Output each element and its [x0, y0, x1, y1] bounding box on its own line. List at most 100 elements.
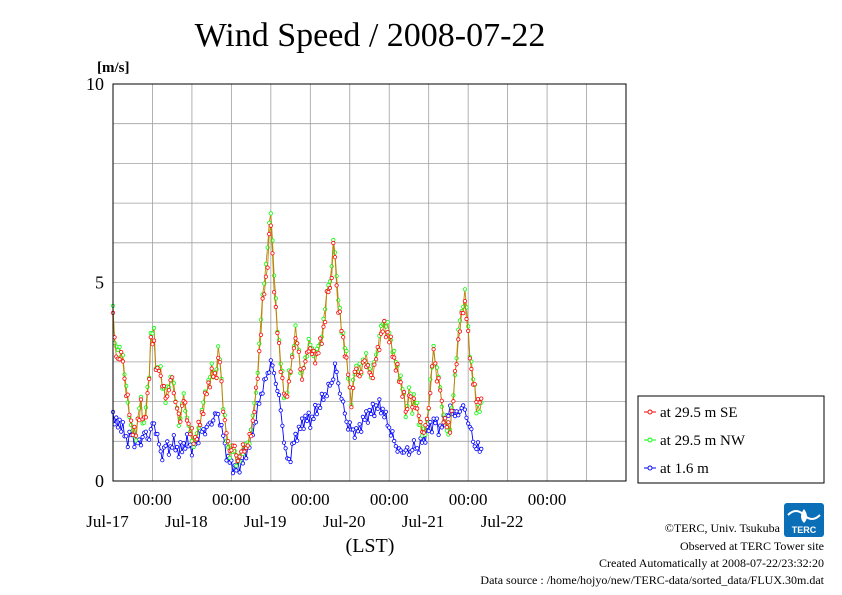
- x-tick-time-label: 00:00: [370, 490, 409, 509]
- data-point: [392, 438, 397, 444]
- data-point: [387, 340, 392, 345]
- data-point: [237, 454, 242, 459]
- data-point: [401, 389, 407, 395]
- data-point: [345, 427, 351, 432]
- data-point: [145, 391, 150, 396]
- data-point: [415, 406, 420, 411]
- data-point: [433, 361, 438, 366]
- data-point: [454, 362, 459, 367]
- data-point: [293, 323, 298, 328]
- data-point: [125, 444, 130, 450]
- data-point: [337, 391, 342, 396]
- data-point: [454, 409, 459, 414]
- data-point: [148, 427, 153, 432]
- data-point: [359, 429, 364, 434]
- data-point: [362, 358, 367, 363]
- data-point: [477, 400, 482, 405]
- data-point: [434, 379, 439, 384]
- data-point: [132, 444, 137, 450]
- data-point: [327, 285, 333, 291]
- data-point: [415, 446, 420, 451]
- data-point: [219, 379, 224, 384]
- x-tick-time-label: 00:00: [528, 490, 567, 509]
- data-point: [388, 433, 393, 438]
- data-point: [240, 461, 245, 466]
- data-point: [142, 420, 147, 425]
- data-point: [334, 283, 339, 288]
- data-point: [255, 376, 260, 381]
- data-point: [211, 374, 216, 379]
- data-point: [475, 396, 481, 402]
- data-point: [395, 361, 400, 367]
- data-point: [196, 441, 201, 446]
- data-point: [314, 411, 319, 417]
- data-point: [129, 418, 134, 423]
- data-point: [295, 341, 300, 346]
- data-point: [410, 448, 415, 453]
- data-point: [332, 361, 338, 366]
- data-point: [331, 377, 336, 382]
- data-point: [365, 363, 370, 368]
- data-point: [203, 432, 208, 437]
- data-point: [466, 328, 471, 333]
- data-point: [147, 437, 152, 442]
- data-point: [117, 344, 122, 349]
- data-point: [180, 449, 185, 455]
- legend-marker: [647, 465, 653, 471]
- data-point: [344, 419, 349, 424]
- data-point: [122, 376, 127, 381]
- data-point: [457, 409, 462, 414]
- y-tick-label: 0: [95, 471, 104, 491]
- data-point: [237, 470, 242, 475]
- data-point: [382, 318, 387, 324]
- data-point: [184, 418, 190, 423]
- data-point: [357, 361, 362, 366]
- data-point: [288, 459, 293, 465]
- data-point: [138, 443, 144, 448]
- data-point: [250, 418, 255, 423]
- data-point: [331, 240, 336, 246]
- y-tick-label: 10: [86, 74, 104, 94]
- data-point: [156, 368, 162, 373]
- data-point: [258, 317, 264, 322]
- data-point: [388, 334, 393, 339]
- data-point: [175, 444, 180, 450]
- data-point: [322, 319, 328, 325]
- data-point: [293, 336, 298, 341]
- data-point: [260, 391, 265, 396]
- data-point: [444, 425, 449, 430]
- data-point: [398, 373, 403, 378]
- data-point: [188, 442, 193, 447]
- data-point: [441, 420, 446, 425]
- data-point: [257, 401, 262, 406]
- data-point: [180, 403, 185, 408]
- data-point: [221, 409, 226, 414]
- data-point: [138, 397, 144, 402]
- data-point: [411, 392, 416, 397]
- data-point: [415, 400, 420, 405]
- data-point: [252, 409, 257, 415]
- x-tick-date-label: Jul-18: [165, 512, 208, 531]
- data-point: [276, 392, 282, 398]
- data-point: [152, 338, 157, 343]
- data-point: [156, 442, 162, 447]
- data-point: [291, 440, 296, 445]
- data-point: [125, 400, 130, 405]
- data-point: [176, 411, 181, 416]
- data-point: [334, 273, 339, 279]
- data-point: [474, 446, 479, 452]
- data-point: [462, 298, 467, 304]
- credits: ©TERC, Univ. Tsukuba Observed at TERC To…: [480, 521, 824, 587]
- data-point: [270, 251, 275, 256]
- data-point: [469, 366, 474, 372]
- data-point: [133, 433, 139, 438]
- data-point: [428, 419, 433, 425]
- data-point: [326, 289, 331, 295]
- data-point: [398, 380, 403, 385]
- data-point: [211, 418, 216, 423]
- data-point: [446, 413, 451, 418]
- data-point: [216, 344, 221, 349]
- data-point: [329, 275, 334, 281]
- data-point: [204, 392, 209, 397]
- series-layer: [110, 211, 484, 476]
